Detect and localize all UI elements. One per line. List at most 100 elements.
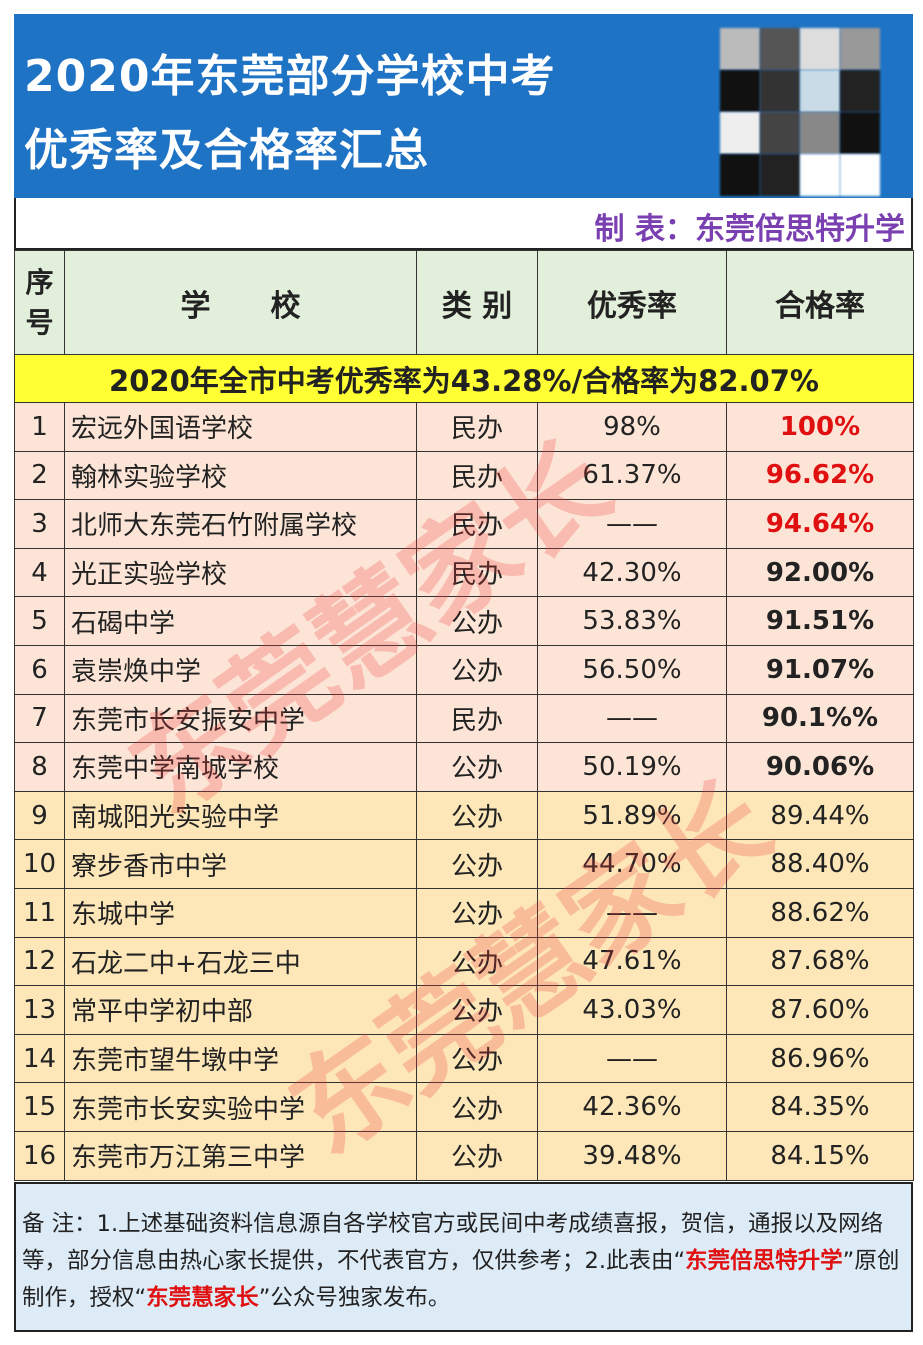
row-type: 公办 <box>416 596 538 646</box>
table-row: 3 北师大东莞石竹附属学校 民办 —— 94.64% <box>14 499 914 549</box>
row-school: 宏远外国语学校 <box>64 402 417 452</box>
row-pass: 94.64% <box>726 499 914 549</box>
row-excellent: —— <box>537 499 727 549</box>
row-type: 公办 <box>416 1130 538 1181</box>
header-excellent: 优秀率 <box>537 250 727 355</box>
row-school: 北师大东莞石竹附属学校 <box>64 499 417 549</box>
maker-credit: 制 表：东莞倍思特升学 <box>14 198 913 250</box>
table-row: 6 袁崇焕中学 公办 56.50% 91.07% <box>14 644 914 695</box>
row-seq: 3 <box>14 499 65 549</box>
row-pass: 91.07% <box>726 644 914 695</box>
row-seq: 6 <box>14 644 65 695</box>
table-row: 11 东城中学 公办 —— 88.62% <box>14 887 914 938</box>
row-type: 公办 <box>416 936 538 987</box>
header-school: 学 校 <box>64 250 417 355</box>
row-excellent: 51.89% <box>537 790 727 841</box>
row-seq: 10 <box>14 839 65 889</box>
row-excellent: 44.70% <box>537 839 727 889</box>
row-seq: 4 <box>14 547 65 598</box>
row-seq: 11 <box>14 887 65 938</box>
row-type: 民办 <box>416 402 538 452</box>
row-type: 公办 <box>416 742 538 792</box>
row-type: 公办 <box>416 839 538 889</box>
row-school: 东莞市万江第三中学 <box>64 1130 417 1181</box>
summary-row: 2020年全市中考优秀率为43.28%/合格率为82.07% <box>14 354 914 403</box>
row-excellent: 50.19% <box>537 742 727 792</box>
row-school: 翰林实验学校 <box>64 450 417 501</box>
row-type: 民办 <box>416 693 538 744</box>
row-school: 袁崇焕中学 <box>64 644 417 695</box>
row-seq: 14 <box>14 1033 65 1084</box>
row-type: 民办 <box>416 499 538 549</box>
row-seq: 16 <box>14 1130 65 1181</box>
row-school: 常平中学初中部 <box>64 985 417 1035</box>
row-excellent: 42.30% <box>537 547 727 598</box>
row-excellent: 61.37% <box>537 450 727 501</box>
header-pass: 合格率 <box>726 250 914 355</box>
row-school: 南城阳光实验中学 <box>64 790 417 841</box>
row-school: 石龙二中+石龙三中 <box>64 936 417 987</box>
row-seq: 15 <box>14 1082 65 1132</box>
row-pass: 92.00% <box>726 547 914 598</box>
row-pass: 84.35% <box>726 1082 914 1132</box>
row-school: 光正实验学校 <box>64 547 417 598</box>
row-pass: 87.60% <box>726 985 914 1035</box>
row-excellent: —— <box>537 1033 727 1084</box>
row-seq: 13 <box>14 985 65 1035</box>
row-pass: 87.68% <box>726 936 914 987</box>
table-row: 1 宏远外国语学校 民办 98% 100% <box>14 402 914 452</box>
row-excellent: 98% <box>537 402 727 452</box>
row-type: 公办 <box>416 1082 538 1132</box>
row-type: 公办 <box>416 644 538 695</box>
row-type: 公办 <box>416 1033 538 1084</box>
table-row: 16 东莞市万江第三中学 公办 39.48% 84.15% <box>14 1130 914 1181</box>
row-pass: 89.44% <box>726 790 914 841</box>
header-seq: 序号 <box>14 250 65 355</box>
title-line-2: 优秀率及合格率汇总 <box>24 125 429 176</box>
row-excellent: 39.48% <box>537 1130 727 1181</box>
row-seq: 1 <box>14 402 65 452</box>
table-row: 7 东莞市长安振安中学 民办 —— 90.1%% <box>14 693 914 744</box>
row-pass: 88.62% <box>726 887 914 938</box>
row-excellent: 56.50% <box>537 644 727 695</box>
row-pass: 91.51% <box>726 596 914 646</box>
row-seq: 2 <box>14 450 65 501</box>
row-school: 东莞中学南城学校 <box>64 742 417 792</box>
table-row: 13 常平中学初中部 公办 43.03% 87.60% <box>14 985 914 1035</box>
row-pass: 88.40% <box>726 839 914 889</box>
row-pass: 86.96% <box>726 1033 914 1084</box>
row-school: 东城中学 <box>64 887 417 938</box>
qr-code-blurred <box>720 28 880 196</box>
table-row: 8 东莞中学南城学校 公办 50.19% 90.06% <box>14 742 914 792</box>
table-row: 4 光正实验学校 民办 42.30% 92.00% <box>14 547 914 598</box>
row-seq: 5 <box>14 596 65 646</box>
row-seq: 8 <box>14 742 65 792</box>
row-type: 民办 <box>416 450 538 501</box>
row-school: 东莞市望牛墩中学 <box>64 1033 417 1084</box>
row-pass: 90.06% <box>726 742 914 792</box>
table-row: 14 东莞市望牛墩中学 公办 —— 86.96% <box>14 1033 914 1084</box>
row-seq: 9 <box>14 790 65 841</box>
row-excellent: 47.61% <box>537 936 727 987</box>
title-line-1: 2020年东莞部分学校中考 <box>24 51 556 102</box>
row-excellent: 43.03% <box>537 985 727 1035</box>
row-seq: 12 <box>14 936 65 987</box>
table-header: 序号 学 校 类 别 优秀率 合格率 <box>14 250 914 355</box>
row-type: 民办 <box>416 547 538 598</box>
row-pass: 84.15% <box>726 1130 914 1181</box>
table-row: 12 石龙二中+石龙三中 公办 47.61% 87.68% <box>14 936 914 987</box>
row-school: 东莞市长安实验中学 <box>64 1082 417 1132</box>
row-excellent: 53.83% <box>537 596 727 646</box>
footnote: 备 注：1.上述基础资料信息源自各学校官方或民间中考成绩喜报，贺信，通报以及网络… <box>14 1182 913 1332</box>
results-table: 序号 学 校 类 别 优秀率 合格率 2020年全市中考优秀率为43.28%/合… <box>14 250 914 1181</box>
row-excellent: —— <box>537 887 727 938</box>
row-excellent: 42.36% <box>537 1082 727 1132</box>
row-pass: 100% <box>726 402 914 452</box>
row-pass: 96.62% <box>726 450 914 501</box>
row-school: 东莞市长安振安中学 <box>64 693 417 744</box>
table-row: 15 东莞市长安实验中学 公办 42.36% 84.35% <box>14 1082 914 1132</box>
header-type: 类 别 <box>416 250 538 355</box>
table-row: 2 翰林实验学校 民办 61.37% 96.62% <box>14 450 914 501</box>
row-seq: 7 <box>14 693 65 744</box>
table-row: 5 石碣中学 公办 53.83% 91.51% <box>14 596 914 646</box>
